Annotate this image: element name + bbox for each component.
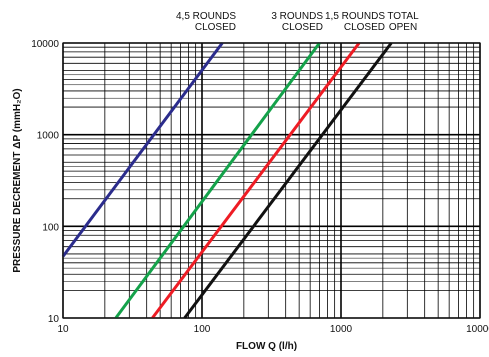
major-grid bbox=[62, 42, 481, 319]
y-tick-label: 10 bbox=[48, 314, 60, 325]
x-tick-label: 10000 bbox=[466, 324, 489, 335]
series-label-3: CLOSED bbox=[344, 22, 385, 33]
series-line-1 bbox=[61, 42, 224, 258]
series-line-3 bbox=[151, 42, 361, 319]
y-axis-title: PRESSURE DECREMENT ΔP (mmH₂O) bbox=[12, 88, 23, 272]
x-tick-label: 100 bbox=[194, 324, 211, 335]
series-line-4 bbox=[183, 42, 393, 319]
tick-labels: 10 100 1000 10000 10 100 1000 10000 bbox=[31, 39, 489, 335]
plot-frame bbox=[62, 42, 481, 319]
series-label-2: 3 ROUNDS bbox=[271, 11, 323, 22]
series-label-4: TOTAL bbox=[387, 11, 419, 22]
x-axis-title: FLOW Q (l/h) bbox=[236, 341, 297, 352]
minor-grid bbox=[63, 43, 480, 318]
x-tick-label: 10 bbox=[57, 324, 69, 335]
y-tick-label: 10000 bbox=[31, 39, 59, 50]
series-label-1: 4,5 ROUNDS bbox=[176, 11, 236, 22]
series-label-1: CLOSED bbox=[195, 22, 236, 33]
series-line-2 bbox=[114, 42, 321, 319]
x-tick-label: 1000 bbox=[330, 324, 353, 335]
y-tick-label: 100 bbox=[42, 222, 59, 233]
series-label-3: 1,5 ROUNDS bbox=[325, 11, 385, 22]
series-label-4: OPEN bbox=[389, 22, 417, 33]
series-lines bbox=[61, 42, 393, 319]
y-tick-label: 1000 bbox=[37, 131, 60, 142]
series-label-2: CLOSED bbox=[282, 22, 323, 33]
